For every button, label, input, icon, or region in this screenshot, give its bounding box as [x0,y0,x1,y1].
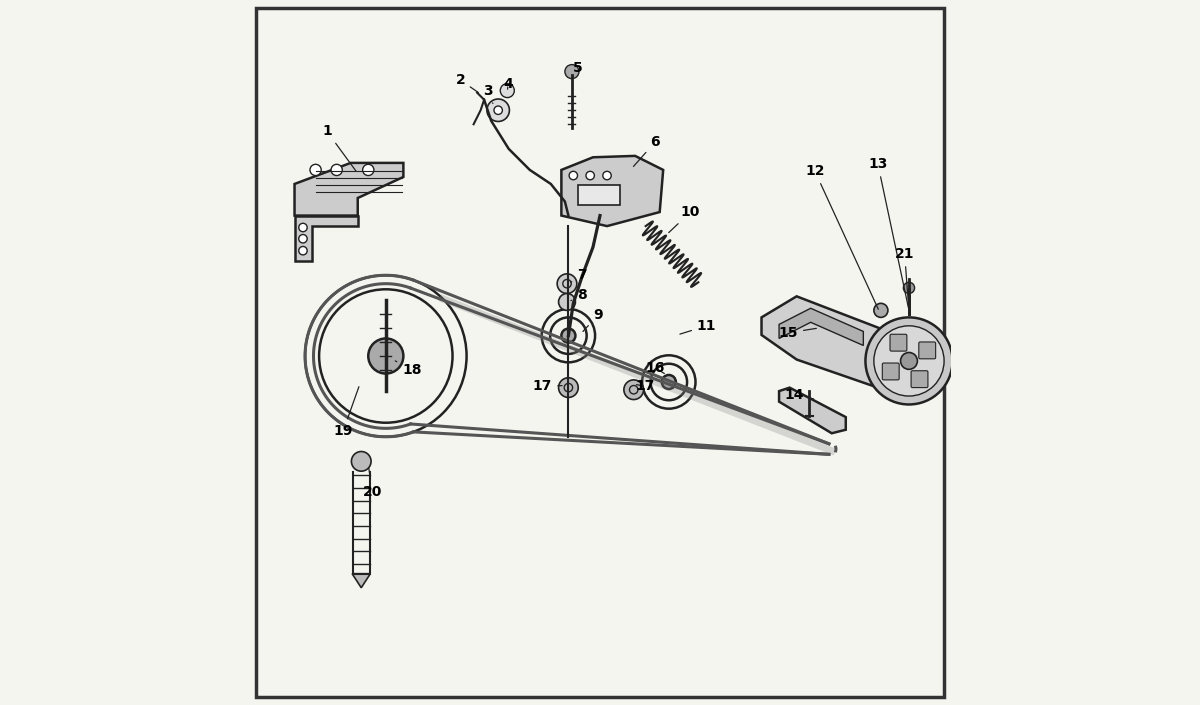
Text: 12: 12 [805,164,878,309]
Circle shape [565,65,578,79]
Circle shape [362,164,374,176]
Circle shape [299,235,307,243]
Text: 1: 1 [322,124,356,171]
Text: 20: 20 [362,467,382,498]
Circle shape [874,303,888,317]
Text: 10: 10 [668,205,700,233]
Circle shape [624,380,643,400]
Text: 9: 9 [583,308,602,331]
Circle shape [562,329,576,343]
FancyBboxPatch shape [256,8,944,697]
Circle shape [900,352,918,369]
FancyBboxPatch shape [882,363,899,380]
Text: 4: 4 [503,78,512,91]
Polygon shape [779,388,846,434]
Text: 6: 6 [634,135,660,166]
Text: 13: 13 [869,157,908,307]
Circle shape [310,164,322,176]
FancyBboxPatch shape [911,371,928,388]
Circle shape [487,99,510,121]
Text: 18: 18 [395,361,421,377]
Circle shape [558,378,578,398]
Text: 11: 11 [680,319,716,334]
Text: 17: 17 [533,379,562,393]
Circle shape [602,171,611,180]
Circle shape [569,171,577,180]
Circle shape [661,375,676,389]
Text: 16: 16 [646,361,665,375]
Polygon shape [562,156,664,226]
Text: 21: 21 [895,247,914,309]
Polygon shape [294,163,403,216]
Circle shape [500,84,515,97]
Circle shape [557,274,577,293]
Circle shape [331,164,342,176]
Text: 3: 3 [482,84,493,104]
Circle shape [865,317,953,405]
Circle shape [494,106,503,114]
FancyBboxPatch shape [890,334,907,351]
FancyBboxPatch shape [577,185,619,205]
Circle shape [586,171,594,180]
Circle shape [558,293,576,310]
Circle shape [352,451,371,471]
Text: 2: 2 [456,73,479,92]
Text: 14: 14 [784,388,814,402]
Circle shape [874,326,944,396]
Text: 15: 15 [779,326,816,340]
Polygon shape [352,574,371,588]
Text: 8: 8 [571,288,587,302]
FancyBboxPatch shape [919,342,936,359]
Text: 7: 7 [571,269,587,282]
Circle shape [299,223,307,232]
Polygon shape [762,296,923,391]
Polygon shape [294,216,358,262]
Text: 17: 17 [635,379,654,393]
Polygon shape [779,308,863,345]
Circle shape [368,338,403,374]
Circle shape [299,247,307,255]
Text: 5: 5 [572,61,583,79]
Circle shape [904,282,914,293]
Text: 19: 19 [334,387,359,438]
